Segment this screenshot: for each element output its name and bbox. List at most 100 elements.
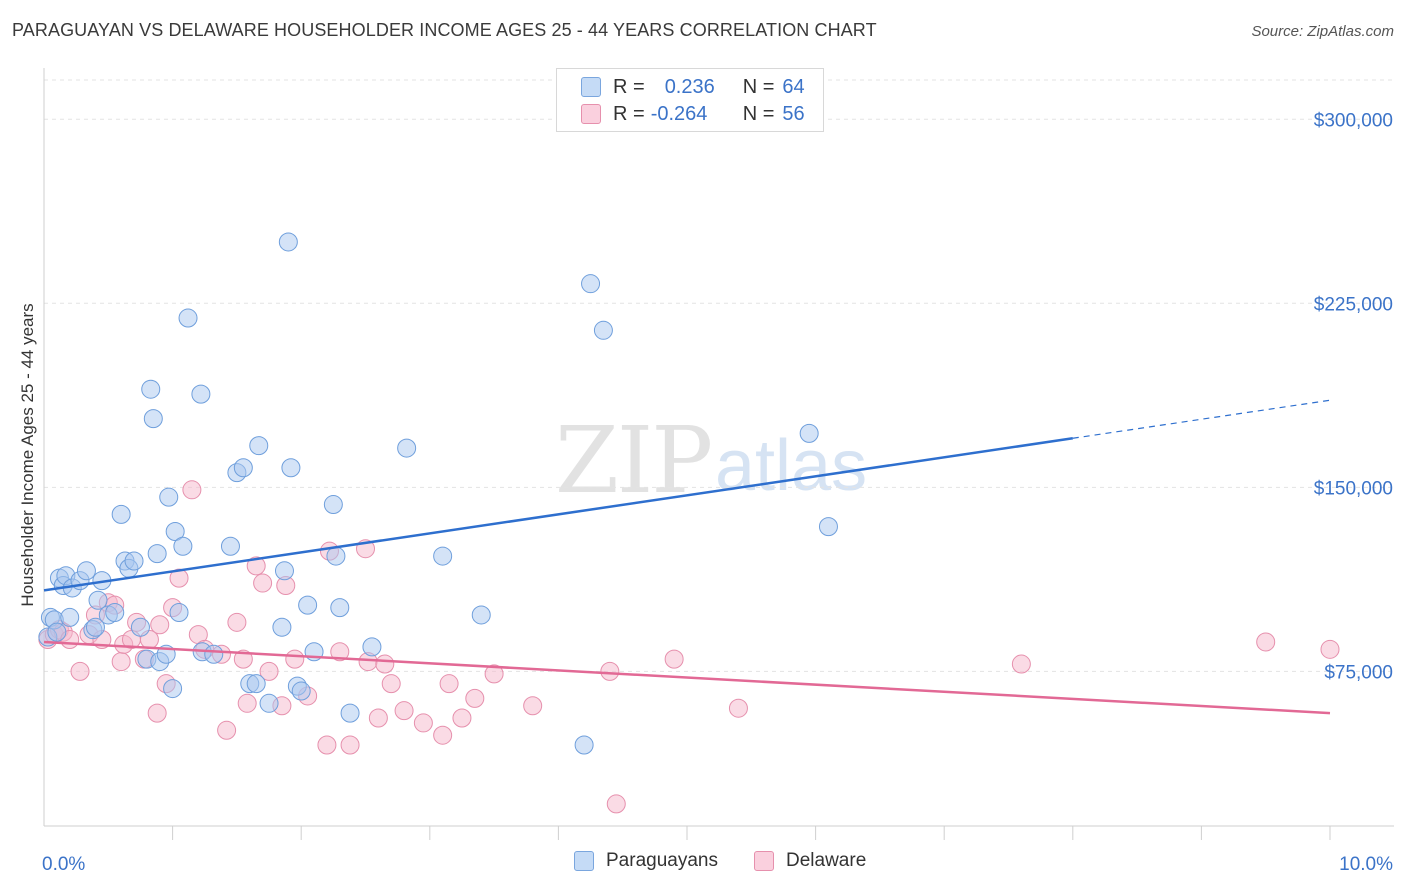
delaware-point <box>484 664 504 684</box>
paraguayan-point <box>204 644 224 664</box>
series-swatch-blue <box>574 851 594 871</box>
paraguayan-point <box>593 320 613 340</box>
delaware-point <box>340 735 360 755</box>
legend-swatch-pink <box>581 104 601 124</box>
paraguayan-point <box>85 617 105 637</box>
paraguayan-point <box>191 384 211 404</box>
paraguayan-point <box>272 617 292 637</box>
legend-r-value: -0.264 <box>650 102 708 125</box>
delaware-point <box>285 649 305 669</box>
series-name-delaware: Delaware <box>786 850 867 871</box>
y-tick-label: $150,000 <box>1314 478 1393 499</box>
paraguayan-point <box>141 379 161 399</box>
paraguayan-points <box>38 232 838 755</box>
legend-row-delaware: R = -0.264 N = 56 <box>581 101 805 127</box>
delaware-point <box>368 708 388 728</box>
y-tick-label: $300,000 <box>1314 110 1393 131</box>
delaware-point <box>439 674 459 694</box>
paraguayan-point <box>323 495 343 515</box>
y-axis-label: Householder Income Ages 25 - 44 years <box>18 303 37 607</box>
delaware-point <box>317 735 337 755</box>
watermark-atlas: atlas <box>715 426 867 506</box>
paraguayan-point <box>574 735 594 755</box>
paraguayan-point <box>259 693 279 713</box>
paraguayan-point <box>818 517 838 537</box>
delaware-point <box>606 794 626 814</box>
delaware-point <box>150 615 170 635</box>
paraguayan-point <box>143 409 163 429</box>
legend-n-label: N = <box>742 102 775 125</box>
paraguayan-point <box>362 637 382 657</box>
y-tick-label: $75,000 <box>1324 662 1393 683</box>
watermark: ZIP atlas <box>555 407 867 514</box>
paraguayan-point <box>105 603 125 623</box>
legend-r-label: R = <box>613 75 645 98</box>
paraguayan-point <box>249 436 269 456</box>
watermark-zip: ZIP <box>555 407 711 514</box>
delaware-point <box>217 720 237 740</box>
delaware-point <box>1320 639 1340 659</box>
gridlines <box>44 79 1394 672</box>
trend-lines <box>43 399 1331 715</box>
series-swatch-pink <box>754 851 774 871</box>
delaware-point <box>253 573 273 593</box>
legend-row-paraguayans: R = 0.236 N = 64 <box>581 74 805 100</box>
delaware-point <box>523 696 543 716</box>
delaware-point <box>111 652 131 672</box>
x-tick-label: 10.0% <box>1339 854 1393 875</box>
delaware-point <box>169 568 189 588</box>
delaware-point <box>375 654 395 674</box>
paraguayan-point <box>433 546 453 566</box>
axes <box>43 68 1394 840</box>
legend-r-label: R = <box>613 102 645 125</box>
paraguayan-point <box>111 504 131 524</box>
paraguayan-point <box>278 232 298 252</box>
paraguayan-point <box>159 487 179 507</box>
paraguayan-point <box>298 595 318 615</box>
series-name-paraguayans: Paraguayans <box>606 850 718 871</box>
delaware-point <box>413 713 433 733</box>
delaware-point <box>237 693 257 713</box>
chart-source: Source: ZipAtlas.com <box>1251 23 1394 40</box>
paraguayan-point <box>330 598 350 618</box>
paraguayan-point <box>281 458 301 478</box>
delaware-points <box>38 480 1340 814</box>
legend-n-label: N = <box>742 75 775 98</box>
paraguayan-point <box>471 605 491 625</box>
y-tick-label: $225,000 <box>1314 294 1393 315</box>
paraguayan-point <box>178 308 198 328</box>
paraguayan-trend-line <box>43 437 1073 592</box>
paraguayan-point <box>169 603 189 623</box>
delaware-point <box>330 642 350 662</box>
paraguayan-point <box>47 622 67 642</box>
paraguayan-point <box>76 561 96 581</box>
x-tick-label: 0.0% <box>42 854 85 875</box>
delaware-point <box>664 649 684 669</box>
delaware-point <box>465 688 485 708</box>
paraguayan-point <box>130 617 150 637</box>
delaware-point <box>728 698 748 718</box>
delaware-point <box>182 480 202 500</box>
delaware-point <box>1256 632 1276 652</box>
series-legend-paraguayans: Paraguayans <box>574 850 718 872</box>
legend-swatch-blue <box>581 77 601 97</box>
paraguayan-point <box>220 536 240 556</box>
delaware-point <box>600 661 620 681</box>
paraguayan-point <box>147 544 167 564</box>
paraguayan-point <box>163 679 183 699</box>
paraguayan-point <box>124 551 144 571</box>
paraguayan-trend-extension <box>1072 399 1331 439</box>
delaware-point <box>227 612 247 632</box>
delaware-point <box>233 649 253 669</box>
series-legend: Paraguayans Delaware <box>0 850 1406 878</box>
delaware-point <box>147 703 167 723</box>
paraguayan-point <box>340 703 360 723</box>
paraguayan-point <box>274 561 294 581</box>
paraguayan-point <box>799 423 819 443</box>
paraguayan-point <box>173 536 193 556</box>
paraguayan-point <box>291 681 311 701</box>
delaware-point <box>381 674 401 694</box>
tick-labels: $75,000 $150,000 $225,000 $300,000 0.0% 10.0% <box>42 110 1393 875</box>
delaware-point <box>70 661 90 681</box>
